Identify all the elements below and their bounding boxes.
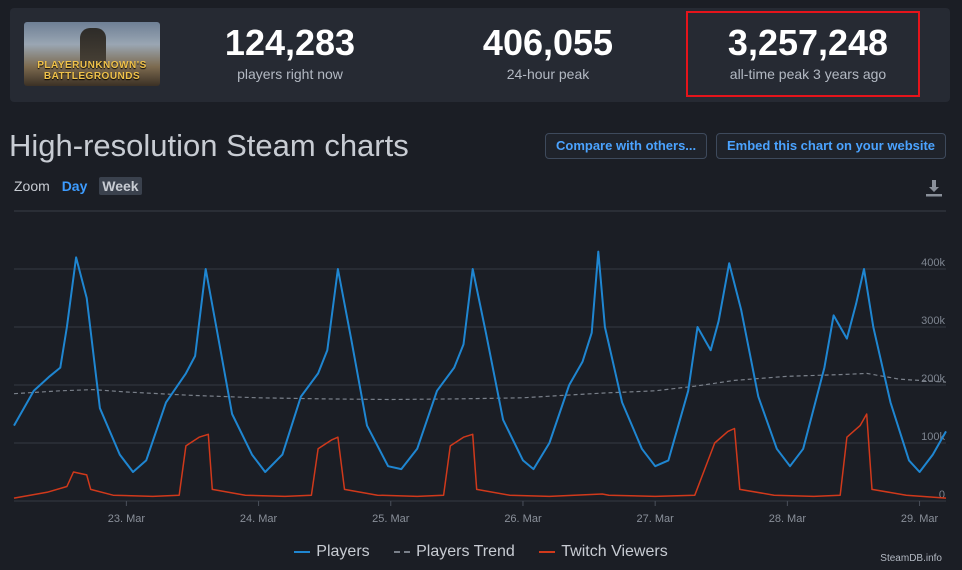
legend-twitch[interactable]: Twitch Viewers bbox=[539, 543, 668, 561]
x-axis-ticks: 23. Mar 24. Mar 25. Mar 26. Mar 27. Mar 28. M… bbox=[108, 501, 939, 525]
current-players-value: 124,283 bbox=[224, 22, 356, 63]
stat-current-players: 124,283 players right now bbox=[190, 22, 390, 82]
steamdb-credit[interactable]: SteamDB.info bbox=[880, 553, 942, 564]
compare-button[interactable]: Compare with others... bbox=[545, 133, 708, 159]
legend-twitch-swatch bbox=[539, 550, 556, 553]
stats-bar: PLAYERUNKNOWN'S BATTLEGROUNDS 124,283 pl… bbox=[10, 8, 950, 102]
players-trend-line[interactable] bbox=[13, 372, 947, 401]
y-tick-400k: 400k bbox=[921, 257, 945, 269]
chart-gridlines bbox=[14, 210, 946, 502]
legend-players[interactable]: Players bbox=[294, 543, 370, 561]
peak-24h-label: 24-hour peak bbox=[506, 66, 590, 82]
embed-chart-button[interactable]: Embed this chart on your website bbox=[716, 133, 947, 159]
stat-24h-peak: 406,055 24-hour peak bbox=[448, 22, 648, 82]
alltime-peak-highlight-box bbox=[686, 11, 920, 97]
alltime-peak-value: 3,257,248 bbox=[727, 22, 889, 63]
current-players-label: players right now bbox=[237, 66, 343, 82]
legend-twitch-label: Twitch Viewers bbox=[561, 543, 668, 560]
chart-series bbox=[13, 250, 947, 499]
y-tick-200k: 200k bbox=[921, 373, 945, 385]
stat-alltime-peak: 3,257,248 all-time peak 3 years ago bbox=[688, 22, 928, 82]
peak-24h-value: 406,055 bbox=[482, 22, 614, 63]
game-logo-figure bbox=[80, 28, 106, 68]
twitch-viewers-line[interactable] bbox=[13, 413, 947, 499]
legend-players-swatch bbox=[294, 550, 311, 553]
zoom-controls: Zoom Day Week bbox=[14, 177, 142, 195]
zoom-day-button[interactable]: Day bbox=[61, 178, 88, 194]
y-tick-0: 0 bbox=[939, 489, 945, 501]
download-icon[interactable] bbox=[924, 178, 944, 198]
x-tick-label: 28. Mar bbox=[769, 513, 807, 525]
zoom-label: Zoom bbox=[14, 178, 50, 194]
legend-trend[interactable]: Players Trend bbox=[394, 543, 515, 561]
alltime-peak-label: all-time peak 3 years ago bbox=[729, 66, 887, 82]
y-tick-100k: 100k bbox=[921, 431, 945, 443]
x-tick-label: 23. Mar bbox=[108, 513, 146, 525]
x-tick-label: 24. Mar bbox=[240, 513, 278, 525]
players-chart[interactable]: 23. Mar 24. Mar 25. Mar 26. Mar 27. Mar 28. M… bbox=[0, 200, 962, 530]
x-tick-label: 27. Mar bbox=[637, 513, 675, 525]
legend-players-label: Players bbox=[316, 543, 370, 560]
legend-trend-swatch bbox=[394, 550, 411, 553]
y-tick-300k: 300k bbox=[921, 315, 945, 327]
chart-legend: Players Players Trend Twitch Viewers bbox=[0, 543, 962, 561]
x-tick-label: 25. Mar bbox=[372, 513, 410, 525]
legend-trend-label: Players Trend bbox=[416, 543, 515, 560]
page-title: High-resolution Steam charts bbox=[9, 128, 409, 163]
game-logo[interactable]: PLAYERUNKNOWN'S BATTLEGROUNDS bbox=[24, 22, 160, 86]
game-logo-text: PLAYERUNKNOWN'S BATTLEGROUNDS bbox=[37, 60, 147, 82]
players-series-line[interactable] bbox=[13, 250, 947, 473]
x-tick-label: 26. Mar bbox=[504, 513, 542, 525]
x-tick-label: 29. Mar bbox=[901, 513, 939, 525]
zoom-week-button[interactable]: Week bbox=[99, 177, 142, 195]
